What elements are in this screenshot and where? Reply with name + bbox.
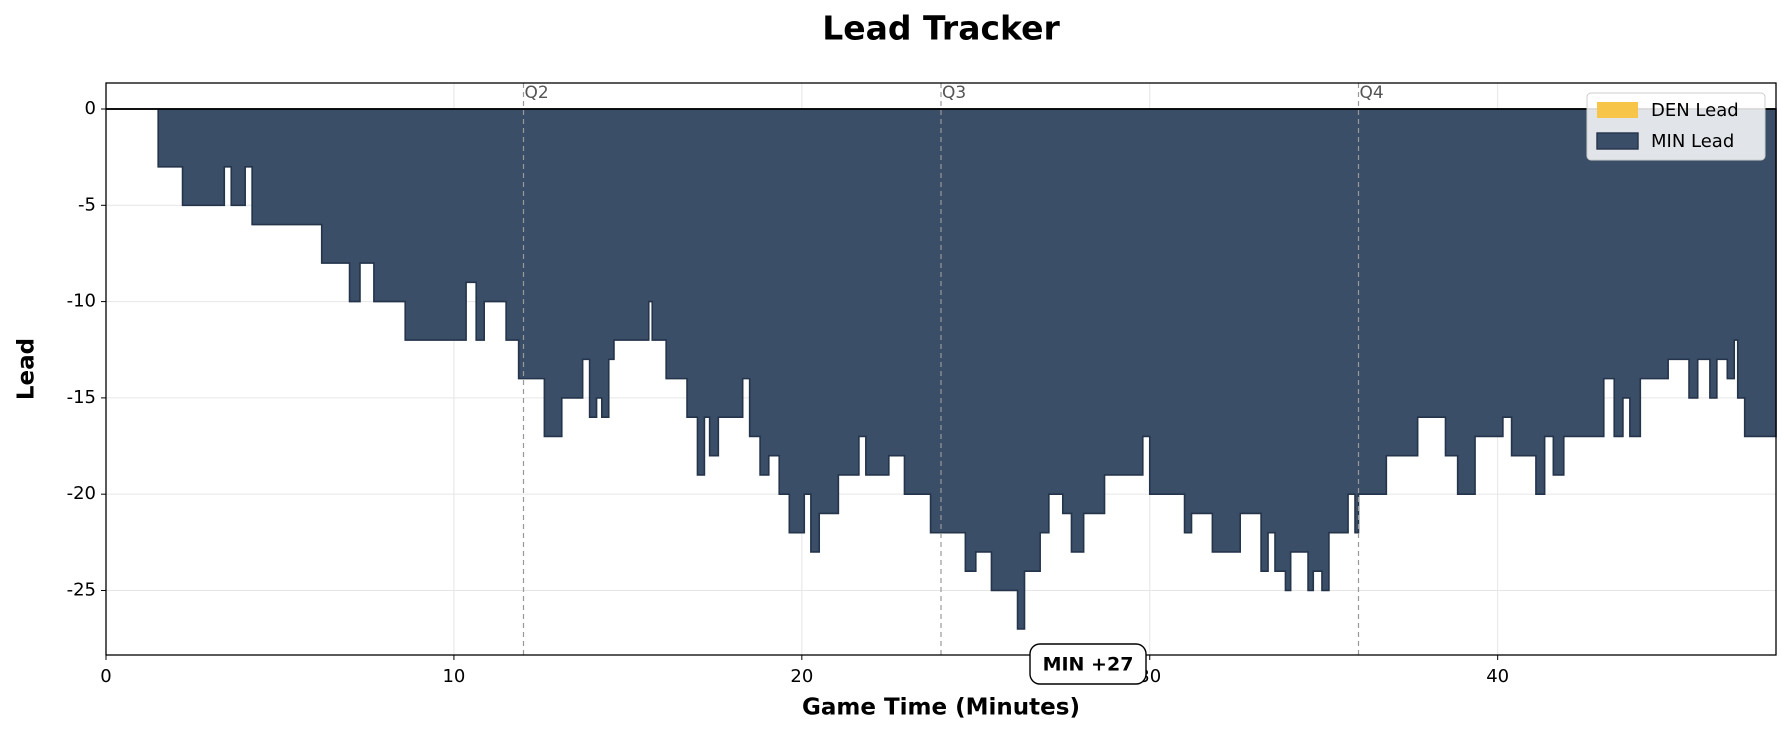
legend-label: DEN Lead [1651, 100, 1739, 121]
x-tick-label: 40 [1486, 666, 1509, 687]
y-tick-label: -15 [67, 387, 96, 408]
legend: DEN Lead MIN Lead [1586, 92, 1766, 161]
legend-swatch [1596, 132, 1639, 150]
y-tick-label: -25 [67, 579, 96, 600]
x-tick-label: 0 [100, 666, 111, 687]
x-tick-label: 20 [790, 666, 813, 687]
quarter-label: Q3 [942, 83, 966, 103]
y-tick-label: 0 [85, 98, 96, 119]
annotation: MIN +27 [1043, 654, 1134, 676]
x-axis-label: Game Time (Minutes) [802, 695, 1080, 721]
chart-title: Lead Tracker [822, 9, 1060, 48]
y-tick-label: -10 [67, 291, 96, 312]
plot-area: Q2 Q3 Q4 [106, 83, 1777, 655]
plot-frame [105, 82, 1777, 656]
quarter-label: Q2 [525, 83, 549, 103]
quarter-label: Q4 [1360, 83, 1384, 103]
legend-swatch [1597, 102, 1638, 118]
x-tick-label: 10 [442, 666, 465, 687]
annotation-box [1029, 643, 1147, 685]
legend-label: MIN Lead [1651, 131, 1734, 152]
y-axis-label: Lead [14, 338, 40, 400]
y-tick-label: -20 [67, 483, 96, 504]
y-tick-label: -5 [78, 194, 96, 215]
